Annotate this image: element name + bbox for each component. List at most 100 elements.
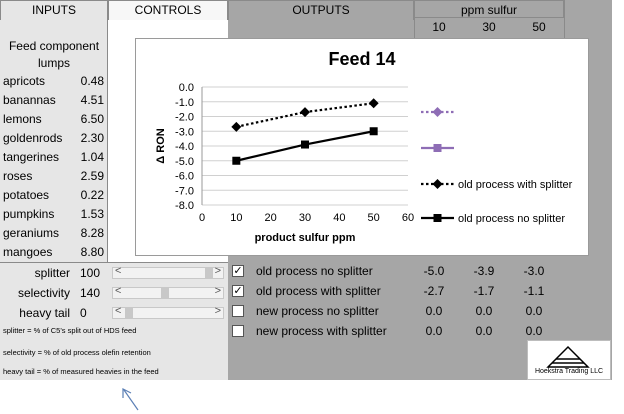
value-30ppm: -3.9 [473,264,495,278]
splitter-value: 100 [80,266,101,280]
series-label: old process no splitter [256,264,373,278]
feed-name: apricots [3,74,46,88]
ppm-col-50: 50 [532,20,546,34]
series-checkbox[interactable]: ✓ [232,265,244,277]
feed-title-line2: lumps [37,56,70,70]
y-tick-label: -3.0 [175,126,194,138]
scroll-right-icon[interactable]: > [214,285,221,297]
y-tick-label: 0.0 [179,82,194,94]
series-label: old process with splitter [256,284,381,298]
series-checkbox[interactable] [232,305,244,317]
heavy-tail-value: 0 [80,306,87,320]
scroll-left-icon[interactable]: < [115,305,122,317]
output-row: ✓ old process no splitter -5.0 -3.9 -3.0 [228,262,612,281]
series-checkbox[interactable] [232,325,244,337]
feed-value-input[interactable]: 2.59 [80,169,104,183]
value-50ppm: 0.0 [525,304,543,318]
slider-thumb[interactable] [125,308,133,318]
ppm-sulfur-label: ppm sulfur [460,3,518,17]
feed-value-input[interactable]: 0.48 [80,74,104,88]
data-point [231,121,242,132]
feed-name: mangoes [3,245,53,259]
scroll-right-icon[interactable]: > [214,305,221,317]
feed-value-input[interactable]: 1.04 [80,150,104,164]
value-10ppm: 0.0 [425,324,443,338]
feed-value-input[interactable]: 4.51 [80,93,104,107]
feed-value-input[interactable]: 2.30 [80,131,104,145]
controls-header: CONTROLS [134,3,202,17]
value-30ppm: 0.0 [475,304,493,318]
value-10ppm: -5.0 [423,264,445,278]
note-splitter: splitter = % of C5's split out of HDS fe… [3,326,137,335]
feed-value-input[interactable]: 0.22 [80,188,104,202]
x-tick-label: 30 [299,212,311,224]
legend-label: old process with splitter [458,179,573,191]
chart-svg: Feed 14 0.0 -1.0 -2.0 -3.0 -4.0 -5.0 -6.0 -7.0 -8… [155,49,573,244]
inputs-panel [0,0,108,262]
y-tick-label: -2.0 [175,112,194,124]
ppm-col-30: 30 [482,20,496,34]
feed-row: goldenrods 2.30 [0,129,108,147]
feed-name: goldenrods [3,131,63,145]
scroll-left-icon[interactable]: < [115,265,122,277]
feed-row: potatoes 0.22 [0,186,108,204]
y-tick-label: -6.0 [175,171,194,183]
y-tick-label: -4.0 [175,141,194,153]
legend-marker [432,179,443,189]
chart-panel: Feed 14 0.0 -1.0 -2.0 -3.0 -4.0 -5.0 -6.0 -7.0 -8… [135,38,589,256]
value-50ppm: 0.0 [525,324,543,338]
y-tick-label: -1.0 [175,97,194,109]
feed-title: Feed component lumps [0,38,108,72]
slider-thumb[interactable] [161,288,169,298]
value-30ppm: -1.7 [473,284,495,298]
ppm-columns: 10 30 50 [414,18,564,36]
series-label: new process no splitter [256,304,379,318]
feed-title-line1: Feed component [8,39,100,53]
splitter-label: splitter [34,266,70,280]
data-point [300,107,310,118]
value-50ppm: -3.0 [523,264,545,278]
data-point [301,140,309,149]
value-10ppm: 0.0 [425,304,443,318]
value-30ppm: 0.0 [475,324,493,338]
y-tick-label: -7.0 [175,185,194,197]
x-tick-label: 10 [230,212,242,224]
feed-value-input[interactable]: 8.28 [80,226,104,240]
series-checkbox[interactable]: ✓ [232,285,244,297]
output-row: new process with splitter 0.0 0.0 0.0 [228,322,612,341]
feed-value-input[interactable]: 1.53 [80,207,104,221]
y-tick-label: -8.0 [175,200,194,212]
feed-name: banannas [3,93,56,107]
feed-name: lemons [3,112,42,126]
tab-controls[interactable]: CONTROLS [108,0,228,20]
value-10ppm: -2.7 [423,284,445,298]
feed-value-input[interactable]: 8.80 [80,245,104,259]
x-tick-label: 0 [199,212,205,224]
feed-row: lemons 6.50 [0,110,108,128]
slider-thumb[interactable] [205,268,213,278]
scroll-right-icon[interactable]: > [214,265,221,277]
x-axis-label: product sulfur ppm [255,232,356,244]
splitter-slider[interactable]: < > [112,265,224,279]
note-heavy-tail: heavy tail = % of measured heavies in th… [3,367,159,376]
company-logo: Hoekstra Trading LLC [527,340,611,380]
selectivity-slider[interactable]: < > [112,285,224,299]
data-point [368,98,379,109]
controls-area [0,262,228,380]
series-label: new process with splitter [256,324,387,338]
feed-row: apricots 0.48 [0,72,108,90]
feed-row: banannas 4.51 [0,91,108,109]
feed-value-input[interactable]: 6.50 [80,112,104,126]
legend-marker [433,144,442,152]
logo-mark [546,345,590,368]
divider [414,0,415,38]
data-point [369,127,378,136]
tab-outputs[interactable]: OUTPUTS [228,0,414,20]
legend-marker [432,107,443,117]
scroll-left-icon[interactable]: < [115,285,122,297]
tab-inputs[interactable]: INPUTS [0,0,108,20]
feed-name: geraniums [3,226,60,240]
heavy-tail-slider[interactable]: < > [112,305,224,319]
outputs-header: OUTPUTS [292,3,350,17]
inputs-header: INPUTS [31,3,76,17]
